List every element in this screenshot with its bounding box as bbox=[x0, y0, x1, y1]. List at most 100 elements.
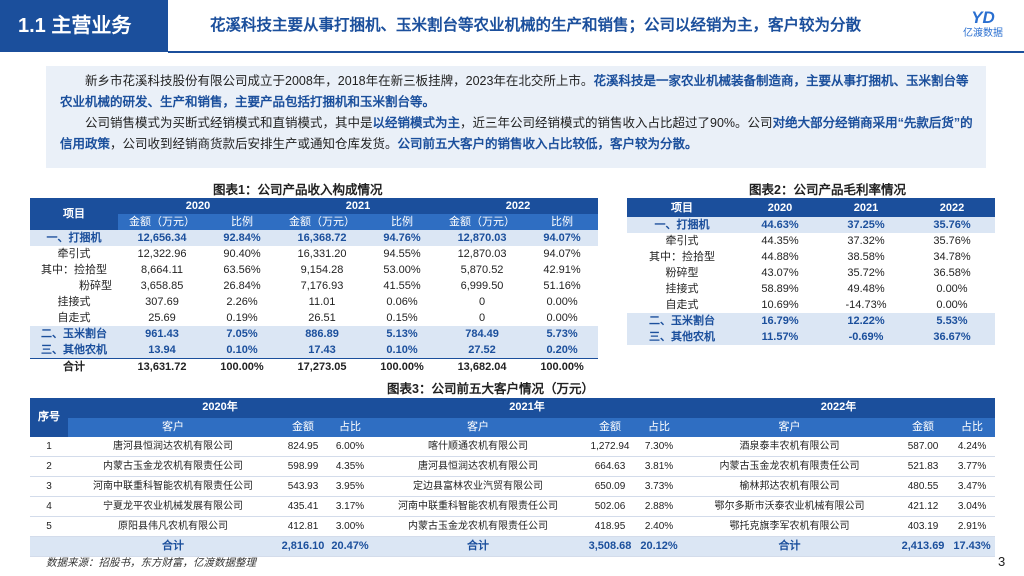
table-cell: 0.19% bbox=[226, 312, 258, 324]
table2-header: 项目 bbox=[627, 198, 737, 217]
table-cell: 3.04% bbox=[949, 496, 996, 518]
table-cell: 定边县富林农业汽贸有限公司 bbox=[372, 476, 585, 498]
table-cell: 42.91% bbox=[543, 264, 581, 276]
table-cell: 3.81% bbox=[636, 456, 683, 478]
table2-header: 2022 bbox=[909, 198, 995, 217]
table-cell: 3,508.68 bbox=[584, 536, 637, 558]
row-seq: 2 bbox=[30, 456, 68, 478]
table-cell: 唐河县恒润达农机有限公司 bbox=[68, 437, 278, 458]
table-cell: 2,816.10 bbox=[278, 536, 328, 558]
table-cell: 421.12 bbox=[897, 496, 950, 518]
table-cell: 480.55 bbox=[897, 476, 950, 498]
table-cell: 26.84% bbox=[223, 280, 261, 292]
table-cell: 3.47% bbox=[949, 476, 996, 498]
table-cell: 12,870.03 bbox=[457, 248, 507, 260]
table-cell: 100.00% bbox=[366, 358, 439, 375]
table-row: 粉碎型 43.07% 35.72% 36.58% bbox=[627, 265, 995, 281]
table-cell: 3.00% bbox=[328, 516, 373, 538]
table-cell: 11.01 bbox=[308, 296, 336, 308]
row-seq: 4 bbox=[30, 496, 68, 518]
revenue-composition-table: 项目 2020 2021 2022 金额（万元） 比例 金额（万元） 比例 金额… bbox=[30, 198, 599, 375]
table-cell: 35.76% bbox=[909, 217, 995, 233]
table-cell: 17.43 bbox=[278, 342, 367, 359]
table-row: 挂接式 58.89% 49.48% 0.00% bbox=[627, 281, 995, 297]
intro-paragraph-2: 公司销售模式为买断式经销模式和直销模式，其中是以经销模式为主，近三年公司经销模式… bbox=[60, 113, 978, 155]
table-row: 一、打捆机 12,656.34 92.84% 16,368.72 94.76% 12,87… bbox=[30, 230, 599, 246]
table-cell: 3.95% bbox=[328, 476, 373, 498]
table3-seq-header: 序号 bbox=[30, 398, 68, 438]
table3-sub-header: 占比 bbox=[949, 417, 996, 438]
table1-sub-header: 比例 bbox=[366, 214, 439, 230]
table-cell: 7.30% bbox=[636, 437, 683, 458]
table-row: 合计 13,631.72 100.00% 17,273.05 100.00% 13,682… bbox=[30, 358, 599, 375]
table-cell: 内蒙古玉金龙农机有限责任公司 bbox=[682, 456, 898, 478]
table-cell: 100.00% bbox=[526, 358, 599, 375]
table-cell: 37.32% bbox=[847, 235, 885, 247]
table-cell: 100.00% bbox=[206, 358, 279, 375]
table-cell: 13,682.04 bbox=[438, 358, 527, 375]
page-title: 花溪科技主要从事打捆机、玉米割台等农业机械的生产和销售；公司以经销为主，客户较为… bbox=[210, 17, 862, 34]
table1-year-header: 2022 bbox=[438, 198, 599, 214]
highlight-text: 以经销模式为主 bbox=[372, 116, 461, 130]
table-cell: 6,999.50 bbox=[460, 280, 504, 292]
body-text: ，近三年公司经销模式的销售收入占比超过了90%。公司 bbox=[460, 116, 773, 130]
table-cell: 5.13% bbox=[366, 326, 439, 342]
table-cell: 8,664.11 bbox=[140, 264, 183, 276]
table-cell: 94.07% bbox=[526, 230, 599, 246]
table2-caption: 图表2：公司产品毛利率情况 bbox=[749, 183, 906, 197]
table-row: 一、打捆机 44.63% 37.25% 35.76% bbox=[627, 217, 995, 233]
table-cell: 2.26% bbox=[226, 296, 258, 308]
row-seq: 3 bbox=[30, 476, 68, 498]
brand-logo: YD 亿渡数据 bbox=[950, 8, 1016, 44]
logo-text: 亿渡数据 bbox=[963, 28, 1003, 39]
header-divider bbox=[168, 51, 1024, 53]
table-row: 三、其他农机 13.94 0.10% 17.43 0.10% 27.52 0.20% bbox=[30, 342, 599, 359]
table-row: 其中：捡拾型 8,664.11 63.56% 9,154.28 53.00% 5,870.… bbox=[30, 262, 598, 278]
table-cell: 17,273.05 bbox=[278, 358, 367, 375]
row-label: 粉碎型 bbox=[665, 267, 699, 279]
table-cell: 2.91% bbox=[949, 516, 996, 538]
table3-year-header: 2020年 bbox=[68, 398, 373, 418]
data-source: 数据来源：招股书，东方财富，亿渡数据整理 bbox=[46, 557, 256, 569]
table-cell: 27.52 bbox=[438, 342, 527, 359]
table-cell: 7.05% bbox=[206, 326, 279, 342]
row-label: 挂接式 bbox=[57, 296, 91, 308]
row-label: 一、打捆机 bbox=[627, 217, 737, 233]
table-cell: 喀什顺通农机有限公司 bbox=[372, 437, 585, 458]
table-cell: 河南中联重科智能农机有限责任公司 bbox=[68, 476, 278, 498]
table-cell: 9,154.28 bbox=[300, 264, 344, 276]
table3-sub-header: 占比 bbox=[636, 417, 683, 438]
table-cell: 37.25% bbox=[823, 217, 909, 233]
table-cell: 58.89% bbox=[761, 283, 799, 295]
table-cell: 92.84% bbox=[206, 230, 279, 246]
table-cell: 原阳县伟凡农机有限公司 bbox=[68, 516, 278, 538]
table3-year-header: 2022年 bbox=[682, 398, 996, 418]
table-cell: 35.76% bbox=[933, 235, 971, 247]
table3-sub-header: 客户 bbox=[372, 417, 585, 438]
row-label: 挂接式 bbox=[665, 283, 699, 295]
table-row: 其中：捡拾型 44.88% 38.58% 34.78% bbox=[627, 249, 995, 265]
table3-sub-header: 金额 bbox=[897, 417, 950, 438]
table-cell: 587.00 bbox=[897, 437, 950, 458]
table-cell: 0.10% bbox=[366, 342, 439, 359]
table-cell: 1,272.94 bbox=[584, 437, 637, 458]
total-label: 合计 bbox=[68, 536, 278, 558]
table-row: 牵引式 44.35% 37.32% 35.76% bbox=[627, 233, 995, 249]
table-row: 粉碎型 3,658.85 26.84% 7,176.93 41.55% 6,999.50 5… bbox=[30, 278, 598, 294]
body-text: 新乡市花溪科技股份有限公司成立于2008年，2018年在新三板挂牌，2023年在… bbox=[85, 74, 594, 88]
table-cell: 13.94 bbox=[118, 342, 206, 359]
table3-sub-header: 客户 bbox=[682, 417, 898, 438]
row-seq: 5 bbox=[30, 516, 68, 538]
table-cell: 12,870.03 bbox=[438, 230, 527, 246]
table-cell: 49.48% bbox=[847, 283, 885, 295]
table1-year-header: 2021 bbox=[278, 198, 439, 214]
table-cell: 唐河县恒润达农机有限公司 bbox=[372, 456, 585, 478]
table-cell: -14.73% bbox=[845, 299, 887, 311]
table-cell: -0.69% bbox=[823, 329, 909, 345]
total-spacer bbox=[30, 536, 68, 558]
table-row: 2 内蒙古玉金龙农机有限责任公司 598.99 4.35% 唐河县恒润达农机有限公司 66… bbox=[30, 456, 996, 478]
table-row: 挂接式 307.69 2.26% 11.01 0.06% 0 0.00% bbox=[30, 294, 598, 310]
table-row: 自走式 10.69% -14.73% 0.00% bbox=[627, 297, 995, 313]
row-label: 一、打捆机 bbox=[30, 230, 118, 246]
total-label: 合计 bbox=[682, 536, 898, 558]
